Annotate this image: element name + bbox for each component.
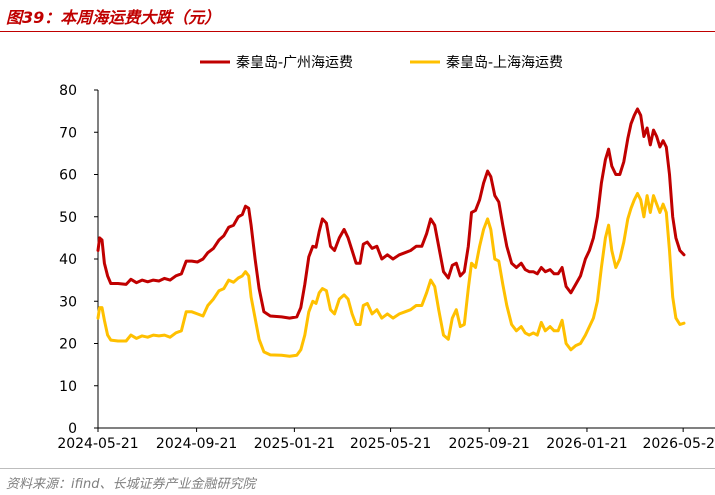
plot-lines [96, 107, 686, 358]
legend-label-series1: 秦皇岛-广州海运费 [236, 55, 353, 71]
y-axis: 0 10 20 30 40 50 60 70 80 [59, 83, 99, 437]
y-tick-label: 80 [59, 83, 77, 99]
y-tick-label: 60 [59, 168, 77, 184]
x-axis: 2024-05-21 2024-09-21 2025-01-21 2025-05-21… [57, 427, 715, 452]
y-tick-label: 20 [59, 337, 77, 353]
y-tick-label: 30 [59, 294, 77, 310]
source-note: 资料来源：ifind、长城证券产业金融研究院 [6, 477, 256, 492]
title-divider [0, 31, 715, 32]
series-line-1 [96, 107, 686, 320]
y-tick-label: 10 [59, 379, 77, 395]
y-tick-label: 50 [59, 210, 77, 226]
x-tick-label: 2025-01-21 [254, 436, 335, 452]
x-tick-label: 2025-09-21 [448, 436, 529, 452]
legend-label-series2: 秦皇岛-上海海运费 [446, 55, 563, 71]
y-tick-label: 0 [68, 421, 77, 437]
x-tick-label: 2026-01-21 [546, 436, 627, 452]
x-tick-label: 2024-09-21 [156, 436, 237, 452]
legend: 秦皇岛-广州海运费 秦皇岛-上海海运费 [200, 55, 563, 71]
chart-title: 图39：本周海运费大跌（元） [6, 8, 221, 27]
series-line-2 [96, 192, 686, 358]
y-tick-label: 40 [59, 252, 77, 268]
x-tick-label: 2024-05-21 [57, 436, 138, 452]
footer-divider [0, 468, 715, 469]
x-tick-label: 2026-05-21 [642, 436, 715, 452]
x-tick-label: 2025-05-21 [350, 436, 431, 452]
line-chart: 秦皇岛-广州海运费 秦皇岛-上海海运费 0 10 20 30 40 50 60 70 80 20… [57, 55, 715, 452]
y-tick-label: 70 [59, 125, 77, 141]
